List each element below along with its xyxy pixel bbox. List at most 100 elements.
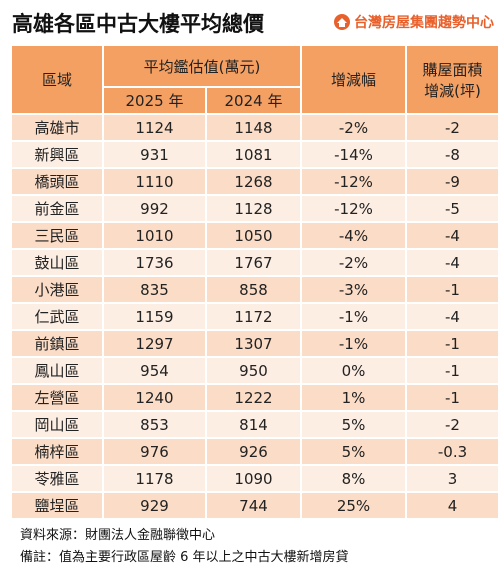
table-row: 高雄市 1124 1148 -2% -2	[10, 113, 500, 142]
table-row: 楠梓區 976 926 5% -0.3	[10, 437, 500, 466]
table-cell: 1240	[102, 383, 207, 412]
table-cell: 前鎮區	[10, 329, 104, 358]
table-cell: 1767	[205, 248, 302, 277]
header-cell: 2024 年	[205, 86, 302, 115]
table-row: 鼓山區 1736 1767 -2% -4	[10, 248, 500, 277]
table-cell: 新興區	[10, 140, 104, 169]
table-cell: -14%	[300, 140, 407, 169]
table-row: 鳳山區 954 950 0% -1	[10, 356, 500, 385]
table-cell: -4	[405, 221, 500, 250]
title: 高雄各區中古大樓平均總價	[12, 12, 264, 36]
table-cell: -1	[405, 275, 500, 304]
header-cell: 增減幅	[300, 44, 407, 115]
table-cell: 835	[102, 275, 207, 304]
table-row: 前金區 992 1128 -12% -5	[10, 194, 500, 223]
table-row: 左營區 1240 1222 1% -1	[10, 383, 500, 412]
table-cell: 858	[205, 275, 302, 304]
table-cell: -0.3	[405, 437, 500, 466]
table-cell: -1	[405, 329, 500, 358]
data-table: 區域 平均鑑估值(萬元) 增減幅 購屋面積增減(坪) 2025 年 2024 年…	[10, 44, 500, 520]
table-cell: -2%	[300, 113, 407, 142]
table-cell: 926	[205, 437, 302, 466]
table-cell: 橋頭區	[10, 167, 104, 196]
table-cell: 1736	[102, 248, 207, 277]
table-cell: -4	[405, 248, 500, 277]
logo-icon	[334, 14, 350, 30]
table-cell: 1%	[300, 383, 407, 412]
table-cell: 小港區	[10, 275, 104, 304]
table-cell: 1050	[205, 221, 302, 250]
header-cell: 2025 年	[102, 86, 207, 115]
table-cell: 1081	[205, 140, 302, 169]
table-cell: -2%	[300, 248, 407, 277]
table-cell: -8	[405, 140, 500, 169]
table-row: 鹽埕區 929 744 25% 4	[10, 491, 500, 520]
table-cell: -4	[405, 302, 500, 331]
header-line: 增減(坪)	[424, 81, 481, 100]
table-cell: 8%	[300, 464, 407, 493]
source-note: 資料來源：財團法人金融聯徵中心	[20, 528, 216, 543]
table-cell: -5	[405, 194, 500, 223]
table-cell: 1124	[102, 113, 207, 142]
table-row: 新興區 931 1081 -14% -8	[10, 140, 500, 169]
table-cell: 鳳山區	[10, 356, 104, 385]
header-cell: 購屋面積增減(坪)	[405, 44, 500, 115]
table-cell: 5%	[300, 410, 407, 439]
table-cell: 楠梓區	[10, 437, 104, 466]
table-cell: 814	[205, 410, 302, 439]
table-cell: -4%	[300, 221, 407, 250]
header-line: 購屋面積	[422, 60, 483, 79]
table-cell: 5%	[300, 437, 407, 466]
logo: 台灣房屋集團趨勢中心	[333, 12, 494, 32]
table-cell: 1297	[102, 329, 207, 358]
table-cell: 25%	[300, 491, 407, 520]
table-cell: 1090	[205, 464, 302, 493]
header-cell: 區域	[10, 44, 104, 115]
table-cell: -3%	[300, 275, 407, 304]
table-cell: 1148	[205, 113, 302, 142]
logo-text: 台灣房屋集團趨勢中心	[354, 15, 494, 31]
table-cell: 929	[102, 491, 207, 520]
table-cell: 1222	[205, 383, 302, 412]
table-cell: -1	[405, 356, 500, 385]
table-cell: 853	[102, 410, 207, 439]
table-cell: 高雄市	[10, 113, 104, 142]
table-cell: 4	[405, 491, 500, 520]
table-cell: 1010	[102, 221, 207, 250]
table-cell: -1%	[300, 329, 407, 358]
table-cell: 0%	[300, 356, 407, 385]
table-row: 前鎮區 1297 1307 -1% -1	[10, 329, 500, 358]
table-cell: -12%	[300, 167, 407, 196]
table-cell: 仁武區	[10, 302, 104, 331]
table-cell: 950	[205, 356, 302, 385]
table-cell: 1268	[205, 167, 302, 196]
header-cell: 平均鑑估值(萬元)	[102, 44, 302, 88]
table-cell: 鼓山區	[10, 248, 104, 277]
table-cell: 931	[102, 140, 207, 169]
table-cell: 744	[205, 491, 302, 520]
table-cell: 1178	[102, 464, 207, 493]
table-cell: 三民區	[10, 221, 104, 250]
table-row: 三民區 1010 1050 -4% -4	[10, 221, 500, 250]
remark-note: 備註：值為主要行政區屋齡 6 年以上之中古大樓新增房貸	[20, 550, 349, 565]
table-cell: 3	[405, 464, 500, 493]
table-cell: -2	[405, 113, 500, 142]
table-cell: 976	[102, 437, 207, 466]
table-cell: -12%	[300, 194, 407, 223]
table-cell: 1307	[205, 329, 302, 358]
table-cell: 左營區	[10, 383, 104, 412]
table-row: 小港區 835 858 -3% -1	[10, 275, 500, 304]
table-row: 岡山區 853 814 5% -2	[10, 410, 500, 439]
table-cell: 1128	[205, 194, 302, 223]
table-cell: -2	[405, 410, 500, 439]
table-row: 橋頭區 1110 1268 -12% -9	[10, 167, 500, 196]
table-cell: -9	[405, 167, 500, 196]
table-cell: 1172	[205, 302, 302, 331]
table-row: 仁武區 1159 1172 -1% -4	[10, 302, 500, 331]
table-cell: 1110	[102, 167, 207, 196]
table-cell: -1	[405, 383, 500, 412]
table-cell: -1%	[300, 302, 407, 331]
table-cell: 岡山區	[10, 410, 104, 439]
table-cell: 鹽埕區	[10, 491, 104, 520]
